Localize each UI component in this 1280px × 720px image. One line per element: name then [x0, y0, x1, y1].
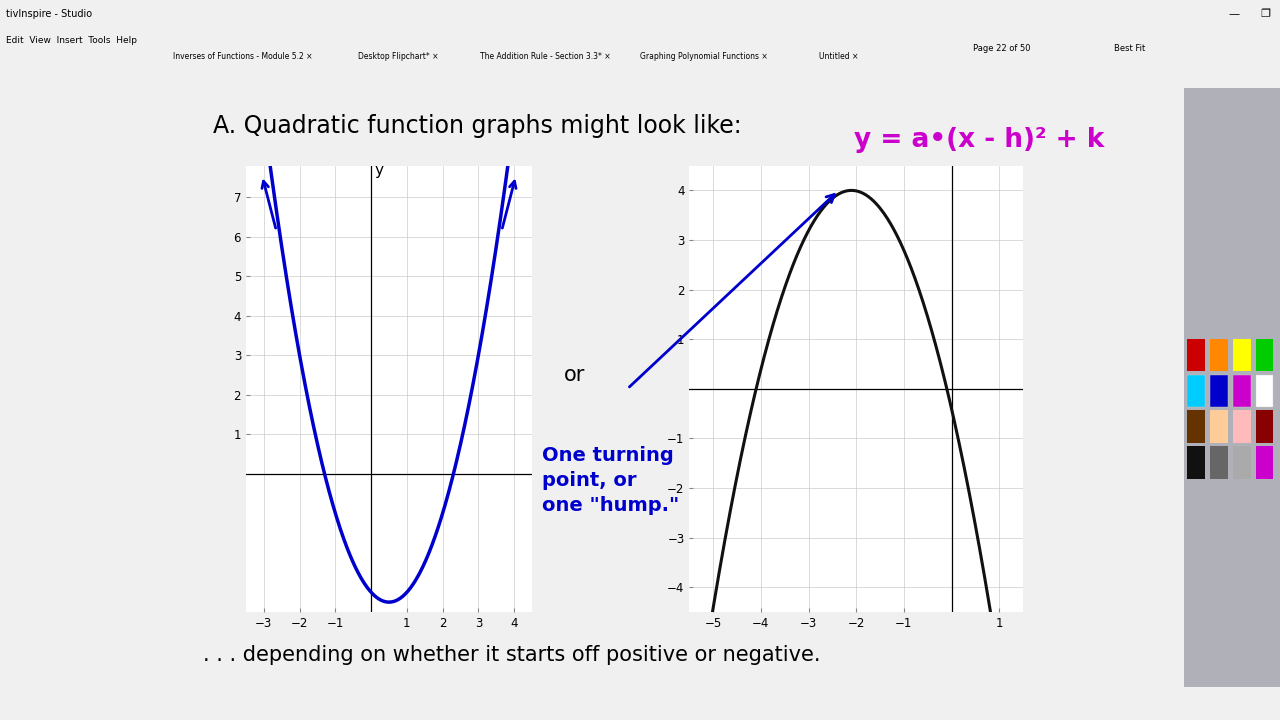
Text: —: —: [1229, 9, 1240, 19]
Text: Page 22 of 50: Page 22 of 50: [973, 44, 1030, 53]
Text: Best Fit: Best Fit: [1114, 44, 1144, 53]
Text: y: y: [375, 163, 384, 179]
Text: y = a•(x - h)² + k: y = a•(x - h)² + k: [854, 127, 1105, 153]
Bar: [1210, 410, 1228, 443]
Bar: [1256, 410, 1274, 443]
Bar: [1188, 410, 1204, 443]
Bar: [1256, 446, 1274, 479]
Text: Graphing Polynomial Functions ×: Graphing Polynomial Functions ×: [640, 52, 768, 61]
Text: Edit  View  Insert  Tools  Help: Edit View Insert Tools Help: [6, 36, 137, 45]
Text: Desktop Flipchart* ×: Desktop Flipchart* ×: [358, 52, 439, 61]
Bar: [1210, 446, 1228, 479]
Bar: [1256, 339, 1274, 372]
Text: or: or: [564, 364, 586, 384]
Bar: [1233, 410, 1251, 443]
Bar: [1188, 339, 1204, 372]
Bar: [1233, 374, 1251, 408]
Bar: [1188, 446, 1204, 479]
Bar: [1184, 88, 1280, 688]
Text: Untitled ×: Untitled ×: [819, 52, 859, 61]
Text: ❐: ❐: [1261, 9, 1271, 19]
Bar: [1210, 339, 1228, 372]
Bar: [1233, 446, 1251, 479]
Text: . . . depending on whether it starts off positive or negative.: . . . depending on whether it starts off…: [204, 644, 820, 665]
Text: A. Quadratic function graphs might look like:: A. Quadratic function graphs might look …: [212, 114, 741, 138]
Bar: [1256, 374, 1274, 408]
Text: The Addition Rule - Section 3.3* ×: The Addition Rule - Section 3.3* ×: [480, 52, 611, 61]
Text: tivInspire - Studio: tivInspire - Studio: [6, 9, 92, 19]
Text: One turning
point, or
one "hump.": One turning point, or one "hump.": [541, 446, 678, 516]
Bar: [1210, 374, 1228, 408]
Bar: [1188, 374, 1204, 408]
Bar: [1233, 339, 1251, 372]
Text: Inverses of Functions - Module 5.2 ×: Inverses of Functions - Module 5.2 ×: [173, 52, 312, 61]
